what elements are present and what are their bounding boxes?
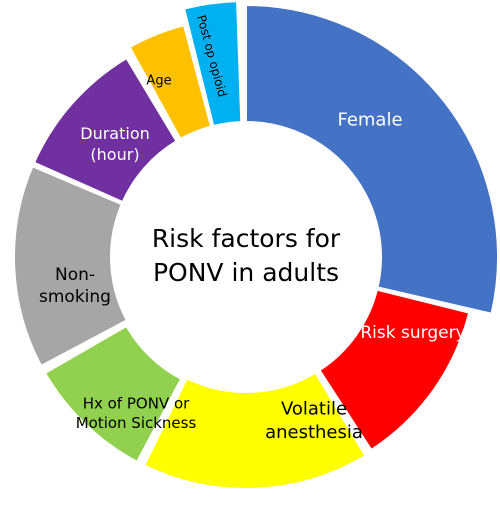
segment-label-age: Age <box>146 74 171 89</box>
center-title-line1: Risk factors for <box>152 224 341 253</box>
segment-label-risk-surgery: Risk surgery <box>360 323 465 343</box>
segment-label-line: (hour) <box>90 145 139 164</box>
center-title-line2: PONV in adults <box>153 258 339 287</box>
segments-layer <box>13 0 499 490</box>
segment-label-line: Volatile <box>281 399 347 420</box>
segment-non-smoking <box>13 165 129 368</box>
segment-label-line: Age <box>146 74 171 89</box>
segment-label-line: smoking <box>39 287 111 307</box>
segment-label-non-smoking: Non-smoking <box>39 265 111 307</box>
segment-label-duration: Duration (hour) <box>80 124 150 164</box>
segment-label-line: Hx of PONV or <box>83 395 190 413</box>
segment-label-line: Duration <box>80 124 150 143</box>
segment-label-female: Female <box>337 109 402 130</box>
segment-label-line: anesthesia <box>265 422 363 443</box>
segment-label-line: Motion Sickness <box>76 414 197 432</box>
segment-label-line: Non- <box>55 265 95 285</box>
segment-label-line: Female <box>337 109 402 130</box>
center-hole <box>111 122 381 392</box>
segment-hx-ponv <box>43 324 183 464</box>
segment-label-line: Risk surgery <box>360 323 465 343</box>
